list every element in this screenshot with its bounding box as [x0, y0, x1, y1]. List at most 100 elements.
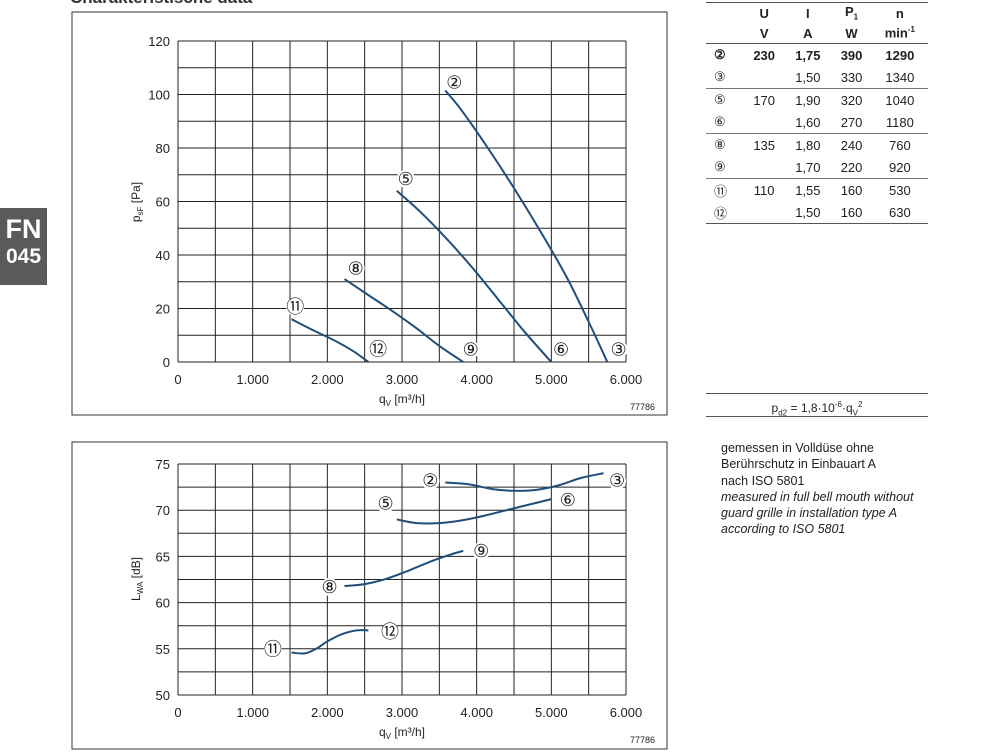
pressure-x-tick-label: 2.000 [311, 372, 344, 387]
spec-cell-p: 330 [840, 69, 863, 85]
formula-lhs-sub: d2 [778, 408, 788, 418]
pressure-ylabel-sub: sF [136, 206, 145, 215]
pressure-point-marker: ③ [609, 339, 628, 359]
formula-rhs-sub: V [852, 408, 858, 418]
spec-cell-u [744, 111, 784, 134]
pressure-marker-bg [396, 169, 415, 188]
spec-cell-n: 760 [871, 133, 928, 156]
note-de-3: nach ISO 5801 [721, 473, 805, 488]
pressure-x-tick-label: 5.000 [535, 372, 568, 387]
spec-cell-i: 1,55 [784, 178, 832, 201]
pressure-y-tick-label: 120 [148, 34, 170, 49]
formula-exp: -6 [834, 400, 842, 409]
header-n: n [871, 2, 928, 23]
spec-row: ⑪ 110 1,55 160 530 [706, 178, 928, 201]
pressure-xlabel-sub: V [386, 399, 392, 408]
pressure-point-marker: ② [445, 72, 464, 92]
sound-y-tick-label: 75 [156, 457, 170, 472]
sound-x-tick-label: 2.000 [311, 705, 344, 720]
pressure-x-tick-label: 3.000 [386, 372, 419, 387]
sound-chart-drawing-no: 77786 [630, 735, 655, 745]
spec-cell-i: 1,75 [795, 47, 821, 63]
formula-rhs-sup: 2 [857, 400, 863, 409]
sound-xlabel-unit: [m³/h] [391, 725, 425, 739]
sound-ylabel-unit: [dB] [129, 557, 143, 582]
spec-cell-i: 1,90 [784, 88, 832, 111]
pressure-formula: pd2 = 1,8·10-6·qV2 [706, 393, 928, 417]
page-heading: Charakteristische data [70, 0, 252, 8]
pressure-chart-xlabel: qV [m³/h] [379, 392, 425, 408]
unit-n-exp: -1 [907, 25, 915, 35]
spec-cell-p: 220 [840, 159, 863, 175]
sound-ylabel-symbol: L [129, 594, 143, 601]
sound-marker-label: ⑥ [560, 490, 576, 510]
spec-cell-i: 1,60 [795, 114, 821, 130]
formula-rhs: ·q [841, 401, 853, 415]
unit-n: min-1 [871, 23, 928, 44]
sound-xlabel-symbol: q [379, 725, 386, 739]
sound-y-tick-label: 55 [156, 642, 170, 657]
header-spacer [706, 2, 744, 23]
note-en-3: according to ISO 5801 [721, 522, 846, 537]
pressure-marker-bg [609, 340, 628, 359]
spec-cell-u: 170 [744, 88, 785, 111]
pressure-y-tick-label: 20 [156, 302, 170, 317]
sound-point-marker: ③ [608, 471, 627, 491]
pressure-marker-bg [369, 340, 388, 359]
spec-row: ③ 1,50 330 1340 [706, 66, 928, 89]
pressure-chart-frame [71, 11, 668, 416]
product-tab-line2: 045 [5, 245, 42, 268]
sound-marker-bg [263, 640, 282, 659]
sound-y-tick-label: 60 [156, 596, 170, 611]
pressure-ylabel-unit: [Pa] [129, 182, 143, 207]
sound-x-tick-label: 5.000 [535, 705, 568, 720]
pressure-curve [396, 190, 553, 363]
header-p: P1 [831, 2, 872, 23]
pressure-marker-bg [552, 340, 571, 359]
pressure-curve [291, 318, 369, 363]
spec-cell-u: 135 [744, 133, 785, 156]
sound-y-tick-label: 50 [156, 688, 170, 703]
spec-cell-symbol: ⑧ [706, 133, 744, 156]
pressure-x-tick-label: 0 [174, 372, 181, 387]
pressure-marker-bg [346, 259, 365, 278]
pressure-marker-label: ⑪ [286, 297, 304, 317]
spec-table-header-row: U I P1 n [706, 2, 928, 23]
pressure-point-marker: ⑧ [346, 258, 365, 278]
spec-cell-i: 1,70 [795, 159, 821, 175]
pressure-chart-curves [291, 89, 609, 363]
pressure-marker-bg [286, 298, 305, 317]
pressure-marker-label: ⑥ [553, 339, 569, 359]
pressure-chart-ylabel: psF [Pa] [129, 182, 145, 222]
unit-u: V [744, 23, 785, 44]
sound-curve [445, 472, 604, 492]
spec-cell-symbol: ⑨ [714, 159, 726, 174]
spec-cell-symbol: ⑤ [706, 88, 744, 111]
sound-marker-bg [320, 577, 339, 596]
spec-cell-u: 230 [753, 47, 776, 63]
unit-n-base: min [884, 25, 908, 41]
spec-cell-symbol: ③ [714, 69, 726, 84]
pressure-xlabel-unit: [m³/h] [391, 392, 425, 406]
spec-table-unit-row: V A W min-1 [706, 23, 928, 44]
spec-cell-n: 1180 [885, 114, 914, 130]
sound-y-tick-label: 70 [156, 503, 170, 518]
pressure-chart-tick-labels: 0 1.000 2.000 3.000 4.000 5.000 6.000 0 20 40 60 80… [148, 34, 642, 387]
unit-p: W [831, 23, 872, 44]
pressure-y-tick-label: 0 [163, 355, 170, 370]
sound-x-tick-label: 0 [174, 705, 181, 720]
pressure-point-marker: ⑫ [369, 339, 388, 359]
sound-marker-bg [376, 494, 395, 513]
sound-x-tick-label: 6.000 [610, 705, 643, 720]
pressure-ylabel-symbol: p [129, 215, 143, 222]
product-tab-line1: FN [5, 214, 42, 244]
sound-curve [344, 549, 464, 587]
sound-marker-label: ⑤ [378, 494, 394, 514]
pressure-point-marker: ⑥ [552, 339, 571, 359]
sound-marker-bg [381, 623, 400, 642]
pressure-curve [444, 89, 609, 363]
sound-xlabel-sub: V [386, 732, 392, 741]
spec-row: ⑥ 1,60 270 1180 [706, 111, 928, 134]
spec-row: ⑧ 135 1,80 240 760 [706, 133, 928, 156]
sound-point-marker: ⑥ [558, 490, 577, 510]
